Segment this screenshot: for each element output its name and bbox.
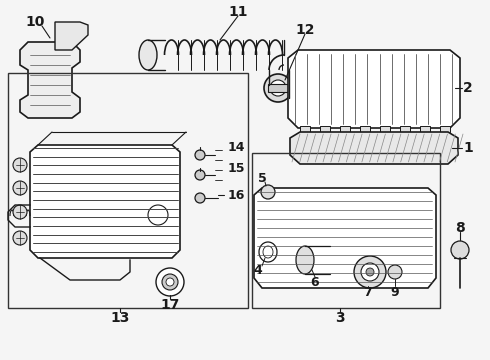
Bar [380, 126, 390, 132]
Text: 2: 2 [463, 81, 473, 95]
Bar [420, 126, 430, 132]
Text: 13: 13 [110, 311, 130, 325]
Circle shape [162, 274, 178, 290]
Bar [252, 153, 440, 308]
Circle shape [13, 205, 27, 219]
Circle shape [195, 170, 205, 180]
Circle shape [166, 278, 174, 286]
Bar [360, 126, 370, 132]
Circle shape [13, 181, 27, 195]
Circle shape [156, 268, 184, 296]
Bar [440, 126, 450, 132]
Polygon shape [290, 132, 458, 164]
Circle shape [195, 193, 205, 203]
Text: 11: 11 [228, 5, 248, 19]
Text: 10: 10 [25, 15, 45, 29]
Text: 15: 15 [228, 162, 245, 175]
Circle shape [148, 205, 168, 225]
Circle shape [13, 158, 27, 172]
Circle shape [388, 265, 402, 279]
Text: 17: 17 [160, 298, 180, 312]
Polygon shape [20, 42, 80, 118]
Circle shape [270, 80, 286, 96]
Text: 7: 7 [364, 285, 372, 298]
Text: 14: 14 [228, 140, 245, 153]
Text: 1: 1 [463, 141, 473, 155]
Ellipse shape [296, 246, 314, 274]
Text: 12: 12 [295, 23, 315, 37]
Circle shape [366, 268, 374, 276]
Bar [320, 126, 330, 132]
Text: 9: 9 [391, 285, 399, 298]
Ellipse shape [139, 40, 157, 70]
Circle shape [13, 231, 27, 245]
Bar [300, 126, 310, 132]
Polygon shape [288, 50, 460, 128]
Circle shape [451, 241, 469, 259]
Text: 6: 6 [311, 275, 319, 288]
Text: 4: 4 [254, 264, 262, 276]
Bar [340, 126, 350, 132]
Circle shape [261, 185, 275, 199]
Polygon shape [30, 145, 180, 258]
Text: 3: 3 [335, 311, 345, 325]
Polygon shape [55, 22, 88, 50]
Bar [268, 84, 288, 92]
Text: 16: 16 [228, 189, 245, 202]
Polygon shape [254, 188, 436, 288]
Bar [8, 73, 248, 308]
Circle shape [361, 263, 379, 281]
Circle shape [264, 74, 292, 102]
Text: 5: 5 [258, 171, 267, 185]
Bar [400, 126, 410, 132]
Circle shape [195, 150, 205, 160]
Circle shape [354, 256, 386, 288]
Text: 8: 8 [455, 221, 465, 235]
